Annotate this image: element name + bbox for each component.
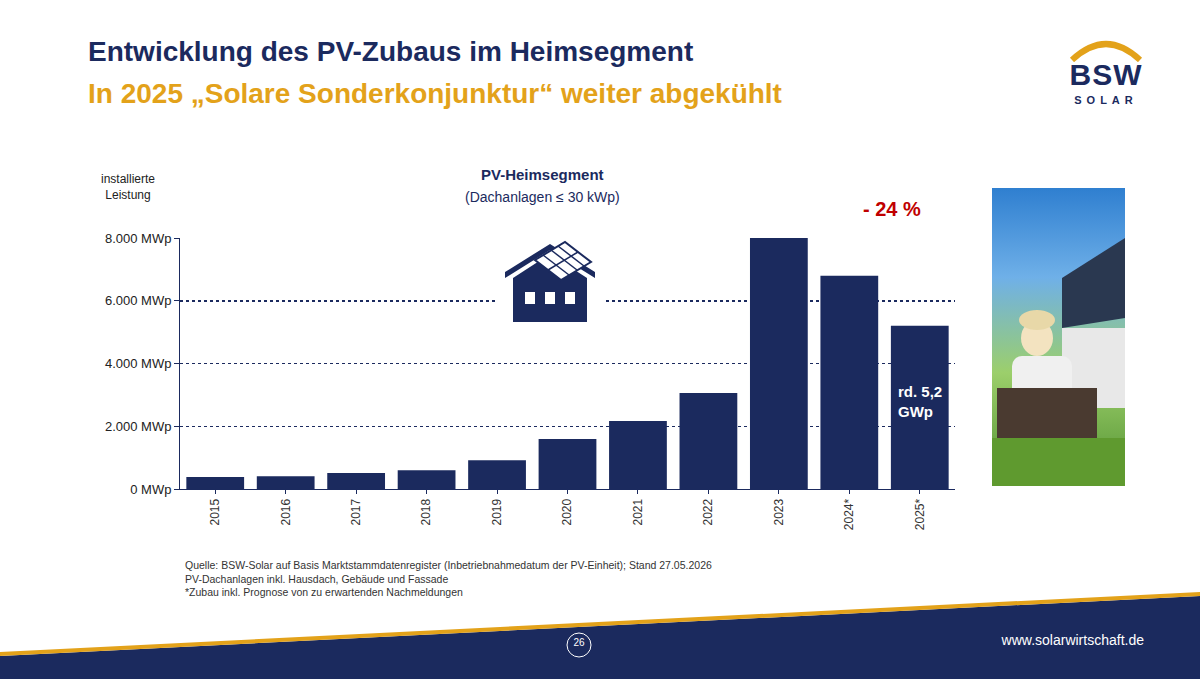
svg-text:2025*: 2025* (913, 498, 927, 530)
svg-text:2021: 2021 (631, 498, 645, 525)
html-text:Quelle: BSW-Solar auf Basis Ma: Quelle: BSW-Solar auf Basis Marktstammda… (185, 559, 712, 571)
svg-text:2.000 MWp: 2.000 MWp (105, 419, 171, 434)
svg-text:installierteLeistung: installierteLeistung (101, 172, 155, 202)
svg-text:4.000 MWp: 4.000 MWp (105, 356, 171, 371)
html-text:PV-Dachanlagen inkl. Hausdach,: PV-Dachanlagen inkl. Hausdach, Gebäude u… (185, 572, 449, 585)
svg-text:(Dachanlagen ≤ 30 kWp): (Dachanlagen ≤ 30 kWp) (465, 189, 620, 205)
html-text:SOLAR: SOLAR (1074, 94, 1138, 106)
svg-text:2023: 2023 (772, 498, 786, 525)
svg-text:8.000 MWp: 8.000 MWp (105, 231, 171, 246)
html-text:In 2025 „Solare Sonderkonjunkt: In 2025 „Solare Sonderkonjunktur“ weiter… (88, 78, 782, 109)
svg-text:2024*: 2024* (842, 498, 856, 530)
html-text:www.solarwirtschaft.de: www.solarwirtschaft.de (1001, 632, 1144, 648)
svg-text:2015: 2015 (208, 498, 222, 525)
svg-text:6.000 MWp: 6.000 MWp (105, 293, 171, 308)
html-text:Entwicklung des PV-Zubaus im H: Entwicklung des PV-Zubaus im Heimsegment (88, 36, 694, 67)
html-text:*Zubau inkl. Prognose von zu e: *Zubau inkl. Prognose von zu erwartenden… (185, 586, 463, 598)
svg-text:2022: 2022 (701, 498, 715, 525)
svg-text:2018: 2018 (419, 498, 433, 525)
html-text:BSW: BSW (1069, 58, 1143, 91)
svg-text:2020: 2020 (560, 498, 574, 525)
svg-text:- 24 %: - 24 % (863, 198, 921, 220)
svg-text:2017: 2017 (349, 498, 363, 525)
svg-text:0 MWp: 0 MWp (130, 482, 171, 497)
svg-text:2016: 2016 (279, 498, 293, 525)
svg-text:PV-Heimsegment: PV-Heimsegment (481, 166, 604, 183)
svg-text:2019: 2019 (490, 498, 504, 525)
svg-text:rd. 5,2GWp: rd. 5,2GWp (898, 383, 942, 420)
html-text:26: 26 (573, 637, 585, 648)
